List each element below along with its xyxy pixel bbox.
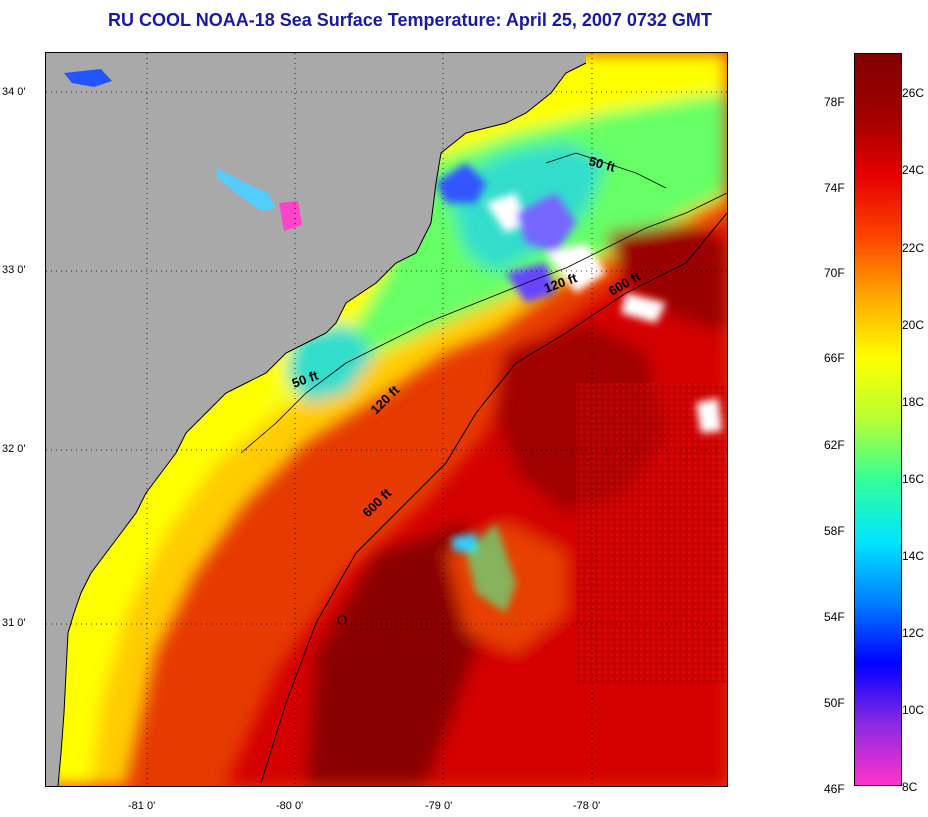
cb-c-16: 16C <box>902 472 925 486</box>
cb-c-8: 8C <box>902 780 918 794</box>
cb-f-46: 46F <box>824 782 845 796</box>
cb-f-66: 66F <box>824 351 845 365</box>
cb-f-54: 54F <box>824 610 845 624</box>
lon-label-80: -80 0' <box>276 800 304 812</box>
lat-label-32: 32 0' <box>2 443 26 455</box>
land-mass <box>46 53 586 786</box>
gridlines <box>46 53 727 786</box>
blob-1 <box>64 69 112 87</box>
cloud-patches <box>436 163 722 613</box>
contour-label-50ft-north: 50 ft <box>587 153 617 175</box>
cb-c-12: 12C <box>902 626 925 640</box>
contour-50ft <box>545 152 667 189</box>
cb-c-10: 10C <box>902 703 925 717</box>
cb-f-58: 58F <box>824 524 845 538</box>
cb-c-26: 26C <box>902 86 925 100</box>
lat-label-31: 31 0' <box>2 617 26 629</box>
lon-label-79: -79 0' <box>425 800 453 812</box>
contour-600ft <box>260 212 727 784</box>
cb-f-74: 74F <box>824 181 845 195</box>
lon-label-78: -78 0' <box>573 800 601 812</box>
cb-f-62: 62F <box>824 438 845 452</box>
temperature-colorbar <box>854 53 902 786</box>
lon-label-81: -81 0' <box>128 800 156 812</box>
lat-label-34: 34 0' <box>2 86 26 98</box>
map-title: RU COOL NOAA-18 Sea Surface Temperature:… <box>108 10 712 30</box>
sst-map[interactable]: 50 ft 120 ft 600 ft 50 ft 120 ft 600 ft <box>45 52 728 787</box>
cb-f-78: 78F <box>824 95 845 109</box>
cb-c-14: 14C <box>902 549 925 563</box>
lat-label-33: 33 0' <box>2 264 26 276</box>
cb-c-24: 24C <box>902 163 925 177</box>
sst-map-canvas: 50 ft 120 ft 600 ft 50 ft 120 ft 600 ft <box>46 53 727 786</box>
contour-120ft <box>240 192 727 454</box>
cb-c-22: 22C <box>902 241 925 255</box>
cb-c-20: 20C <box>902 318 925 332</box>
blob-3 <box>279 201 302 231</box>
cb-f-70: 70F <box>824 266 845 280</box>
cb-c-18: 18C <box>902 395 925 409</box>
cb-f-50: 50F <box>824 696 845 710</box>
blob-2 <box>216 168 276 211</box>
station-marker <box>337 615 347 625</box>
coastline <box>57 62 587 786</box>
